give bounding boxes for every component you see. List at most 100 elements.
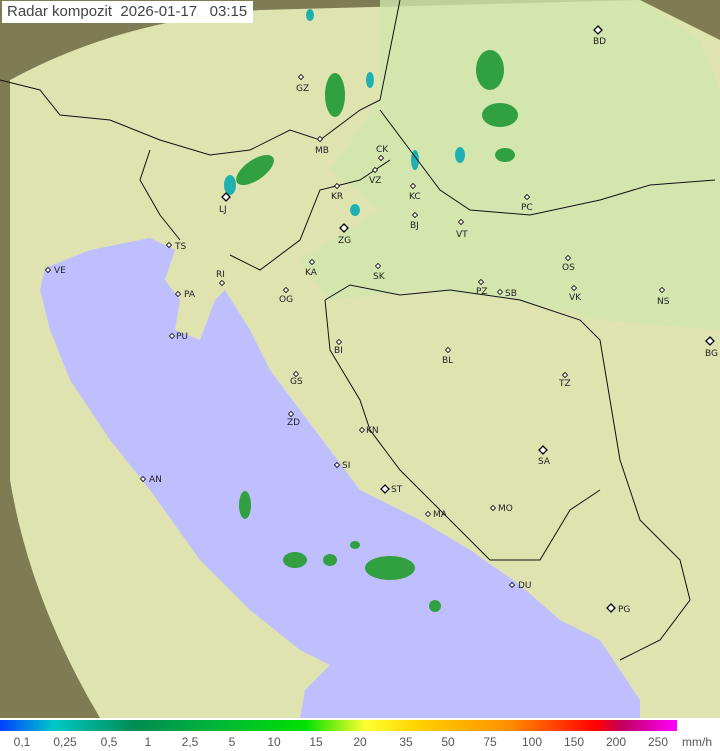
city-label: CK (376, 145, 389, 155)
city-marker-icon (333, 182, 341, 190)
legend-tick: 10 (267, 735, 281, 749)
city-label: NS (657, 297, 670, 307)
city-marker-icon (292, 370, 300, 378)
city-label: MB (315, 146, 329, 156)
title-text: Radar kompozit (7, 3, 113, 20)
legend-tick: 15 (309, 735, 323, 749)
city-marker-icon (593, 25, 603, 35)
city-marker-icon (168, 332, 176, 340)
legend-tick: 1 (144, 735, 152, 749)
city-marker-icon (496, 288, 504, 296)
legend-color-scale (0, 720, 677, 731)
city-label: VT (456, 230, 468, 240)
city-label: KN (366, 426, 379, 436)
city-label: LJ (219, 205, 227, 215)
city-marker-icon (374, 262, 382, 270)
legend-tick: 0,25 (53, 735, 77, 749)
city-label: BD (593, 37, 606, 47)
city-marker-icon (658, 286, 666, 294)
city-label: SI (342, 461, 350, 471)
city-label: MO (498, 504, 513, 514)
city-marker-icon (444, 346, 452, 354)
time-text: 03:15 (209, 3, 248, 20)
city-label: BL (442, 356, 453, 366)
city-label: PG (618, 605, 630, 615)
city-marker-icon (308, 258, 316, 266)
legend-tick: 0,5 (100, 735, 118, 749)
legend-tick: 200 (605, 735, 627, 749)
city-marker-icon (297, 73, 305, 81)
legend-tick: 50 (441, 735, 455, 749)
city-label: ST (391, 485, 403, 495)
city-marker-icon (489, 504, 497, 512)
radar-title: Radar kompozit 2026-01-17 03:15 (2, 1, 254, 23)
legend-tick: 250 (647, 735, 669, 749)
city-label: PU (176, 332, 188, 342)
city-marker-icon (424, 510, 432, 518)
city-marker-icon (221, 192, 231, 202)
city-label: TZ (558, 379, 571, 389)
city-label: GS (290, 377, 303, 387)
legend-tick: 2,5 (181, 735, 199, 749)
city-label: PC (521, 203, 533, 213)
city-marker-icon (606, 603, 616, 613)
city-marker-icon (477, 278, 485, 286)
city-label: SB (505, 289, 517, 299)
city-label: BJ (410, 221, 419, 231)
legend-tick: 0,1 (13, 735, 31, 749)
city-marker-icon (165, 241, 173, 249)
city-marker-icon (705, 336, 715, 346)
city-markers: GZ BD MB CK VZ KR KC PC LJ ZG BJ VT TS VE RI KA SK OS PA OG… (44, 25, 718, 615)
city-label: VZ (369, 176, 381, 186)
city-marker-icon (339, 223, 349, 233)
city-marker-icon (44, 266, 52, 274)
city-label: TS (174, 242, 186, 252)
city-marker-icon (139, 475, 147, 483)
city-label: KR (331, 192, 343, 202)
city-marker-icon (174, 290, 182, 298)
city-marker-icon (218, 279, 226, 287)
city-label: KC (409, 192, 421, 202)
city-label: BG (705, 349, 718, 359)
city-marker-icon (377, 154, 385, 162)
city-label: VK (569, 293, 582, 303)
city-label: AN (149, 475, 162, 485)
city-marker-icon (457, 218, 465, 226)
city-marker-icon (561, 371, 569, 379)
legend-tick: 100 (521, 735, 543, 749)
city-label: OG (279, 295, 293, 305)
legend-tick: 20 (353, 735, 367, 749)
city-marker-icon (287, 410, 295, 418)
city-marker-icon (411, 211, 419, 219)
city-marker-icon (508, 581, 516, 589)
city-marker-icon (564, 254, 572, 262)
city-marker-icon (282, 286, 290, 294)
legend-unit: mm/h (682, 735, 712, 749)
city-marker-icon (358, 426, 366, 434)
city-label: DU (518, 581, 532, 591)
city-marker-icon (335, 338, 343, 346)
city-marker-icon (409, 182, 417, 190)
legend-tick: 35 (399, 735, 413, 749)
city-marker-icon (380, 484, 390, 494)
city-marker-icon (523, 193, 531, 201)
city-label: PZ (476, 287, 488, 297)
city-label: BI (334, 346, 343, 356)
city-marker-icon (316, 135, 324, 143)
city-marker-icon (333, 461, 341, 469)
city-label: PA (184, 290, 196, 300)
precipitation-echoes (236, 50, 518, 612)
legend-tick: 5 (228, 735, 236, 749)
radar-map[interactable]: GZ BD MB CK VZ KR KC PC LJ ZG BJ VT TS VE RI KA SK OS PA OG… (0, 0, 720, 718)
city-label: RI (216, 270, 225, 280)
city-label: MA (433, 510, 448, 520)
city-label: SK (373, 272, 386, 282)
city-label: OS (562, 263, 575, 273)
city-label: VE (54, 266, 66, 276)
legend-tick: 75 (483, 735, 497, 749)
city-label: SA (538, 457, 551, 467)
date-text: 2026-01-17 (120, 3, 198, 20)
city-label: ZD (287, 418, 300, 428)
city-marker-icon (371, 166, 379, 174)
